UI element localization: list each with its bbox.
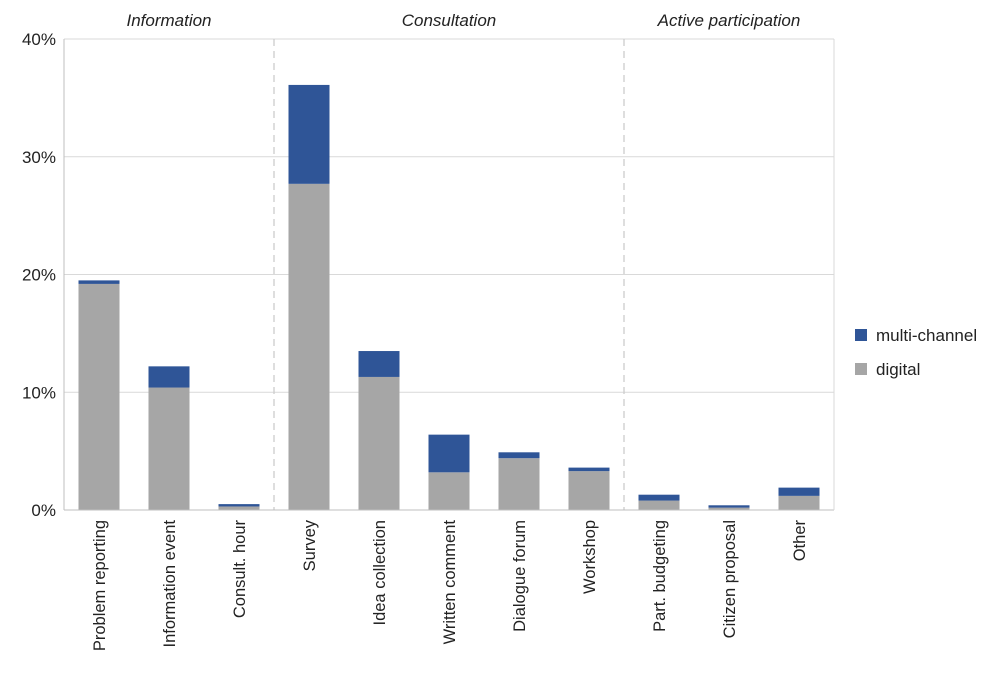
bar-multi-channel-information-event <box>148 366 190 388</box>
bar-digital-workshop <box>568 471 610 510</box>
bar-multi-channel-citizen-proposal <box>708 505 750 508</box>
bar-multi-channel-idea-collection <box>358 351 400 377</box>
x-category-label: Written comment <box>441 520 459 645</box>
bar-digital-dialogue-forum <box>498 458 540 510</box>
x-category-label: Survey <box>301 519 319 571</box>
bars <box>78 84 820 510</box>
bar-digital-problem-reporting <box>78 283 120 510</box>
bar-multi-channel-survey <box>288 84 330 184</box>
bar-digital-part-budgeting <box>638 500 680 510</box>
bar-digital-survey <box>288 183 330 510</box>
bar-multi-channel-dialogue-forum <box>498 452 540 459</box>
y-tick-label: 0% <box>31 501 56 520</box>
legend-swatch-multi-channel <box>855 329 867 341</box>
y-tick-labels: 0% 10% 20% 30% 40% <box>22 30 56 520</box>
group-labels: Information Consultation Active participat… <box>126 11 800 30</box>
bar-multi-channel-written-comment <box>428 434 470 473</box>
group-label-consultation: Consultation <box>402 11 497 30</box>
y-tick-label: 10% <box>22 383 56 402</box>
bar-digital-idea-collection <box>358 376 400 510</box>
legend: multi-channel digital <box>855 326 977 379</box>
x-category-label: Consult. hour <box>231 519 249 618</box>
bar-digital-consult-hour <box>218 506 260 510</box>
x-category-label: Dialogue forum <box>511 520 529 632</box>
legend-swatch-digital <box>855 363 867 375</box>
x-category-label: Citizen proposal <box>721 520 739 638</box>
x-category-label: Idea collection <box>371 520 389 626</box>
x-category-label: Problem reporting <box>91 520 109 651</box>
group-label-active-participation: Active participation <box>657 11 801 30</box>
bar-digital-written-comment <box>428 472 470 510</box>
x-tick-labels: Problem reporting Information event Consul… <box>91 519 809 651</box>
x-category-label: Other <box>791 520 809 562</box>
bar-multi-channel-other <box>778 487 820 496</box>
legend-label-digital: digital <box>876 360 920 379</box>
bar-digital-citizen-proposal <box>708 507 750 510</box>
bar-multi-channel-workshop <box>568 467 610 472</box>
x-category-label: Workshop <box>581 520 599 594</box>
group-separators <box>273 39 625 510</box>
bar-multi-channel-problem-reporting <box>78 280 120 284</box>
legend-label-multi-channel: multi-channel <box>876 326 977 345</box>
y-tick-label: 30% <box>22 148 56 167</box>
y-tick-label: 20% <box>22 266 56 285</box>
bar-multi-channel-part-budgeting <box>638 494 680 501</box>
x-category-label: Information event <box>161 520 179 648</box>
bar-digital-information-event <box>148 387 190 510</box>
gridlines <box>64 38 834 393</box>
bar-multi-channel-consult-hour <box>218 504 260 507</box>
x-category-label: Part. budgeting <box>651 520 669 632</box>
bar-digital-other <box>778 495 820 510</box>
y-tick-label: 40% <box>22 30 56 49</box>
group-label-information: Information <box>126 11 211 30</box>
axes <box>63 39 835 511</box>
